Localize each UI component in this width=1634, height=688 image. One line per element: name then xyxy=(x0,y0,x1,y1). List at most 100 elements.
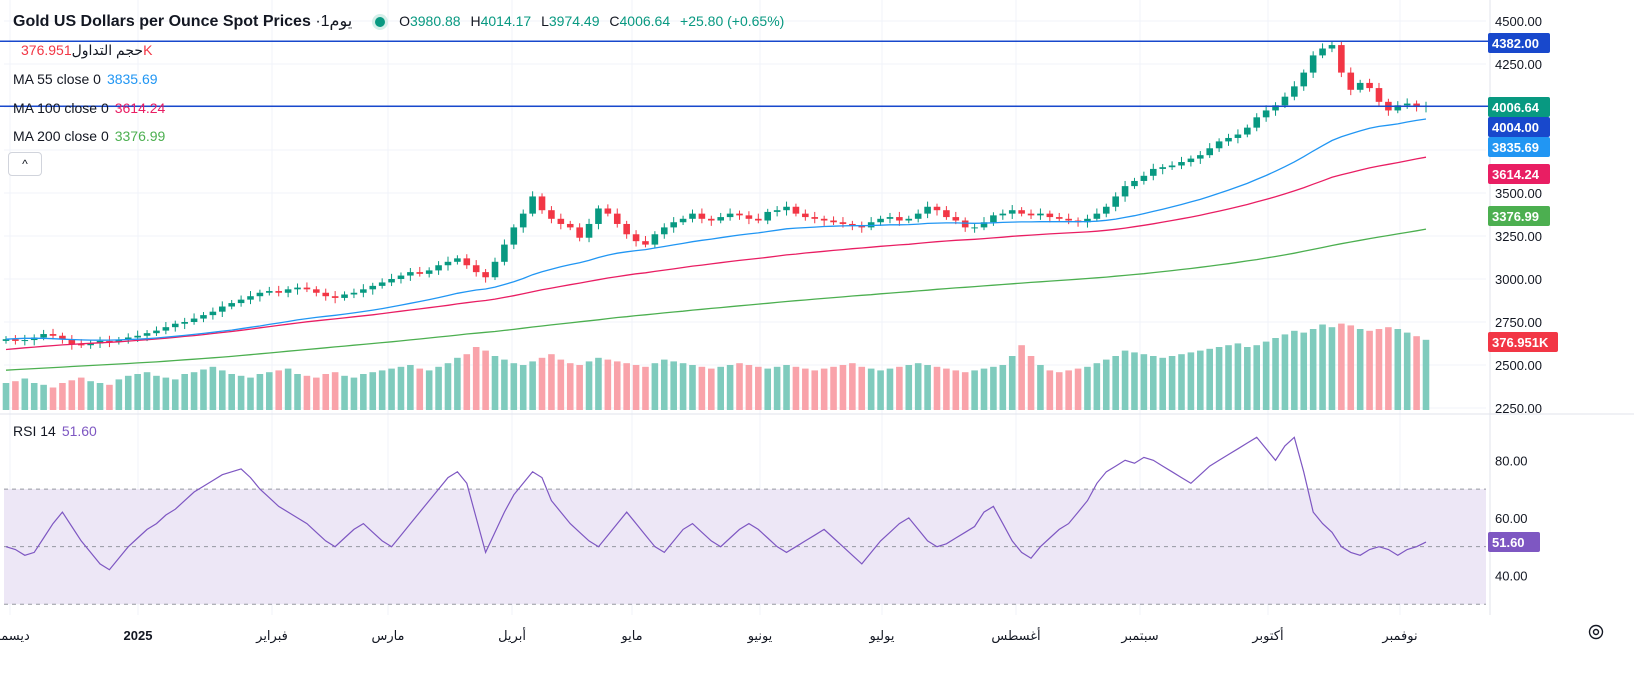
moving-averages xyxy=(5,118,1427,371)
candle-body xyxy=(1093,213,1101,219)
volume-bar xyxy=(425,370,433,410)
volume-bar xyxy=(200,369,207,410)
candle-body xyxy=(397,275,405,279)
ma100-legend[interactable]: MA 100 close 0 3614.24 xyxy=(13,100,165,116)
time-tick-label[interactable]: فبراير xyxy=(255,628,288,644)
rsi-value: 51.60 xyxy=(61,423,97,439)
change-value: +25.80 (+0.65%) xyxy=(680,13,785,29)
volume-bar xyxy=(1065,370,1072,410)
candle-body xyxy=(1253,117,1261,128)
collapse-legend-button[interactable]: ^ xyxy=(8,152,42,176)
candle-body xyxy=(416,272,424,274)
volume-bar xyxy=(331,372,339,410)
candle-body xyxy=(425,270,433,274)
time-tick-label[interactable]: نوفمبر xyxy=(1381,628,1417,644)
candle-body xyxy=(1291,86,1298,97)
volume-bar xyxy=(284,368,292,410)
candle-body xyxy=(1084,218,1091,223)
volume-bar xyxy=(454,357,461,410)
volume-bar xyxy=(548,354,555,410)
price-label-box xyxy=(1488,206,1550,226)
time-tick-label[interactable]: أكتوبر xyxy=(1251,627,1283,644)
candle-body xyxy=(388,279,395,283)
candle-body xyxy=(961,220,969,228)
time-tick-label[interactable]: يونيو xyxy=(747,628,773,644)
high-value: 4014.17 xyxy=(480,13,532,29)
volume-bar xyxy=(529,361,536,410)
ma55-legend[interactable]: MA 55 close 0 3835.69 xyxy=(13,71,158,87)
price-tick-label: 3250.00 xyxy=(1495,229,1542,244)
volume-bar xyxy=(171,379,179,410)
time-tick-label[interactable]: سبتمبر xyxy=(1120,628,1158,644)
candle-body xyxy=(802,213,809,218)
time-tick-label[interactable]: أبريل xyxy=(498,627,526,644)
volume-bar xyxy=(1197,350,1204,410)
candle-body xyxy=(1225,137,1232,142)
volume-legend[interactable]: حجم التداول376.951K xyxy=(13,42,152,59)
volume-bar xyxy=(623,363,630,410)
volume-bar xyxy=(1281,334,1289,410)
volume-bar xyxy=(341,375,348,410)
candle-body xyxy=(1300,72,1308,87)
rsi-tick-label: 80.00 xyxy=(1495,453,1528,468)
candle-body xyxy=(1375,88,1383,102)
candle-body xyxy=(1055,217,1063,219)
time-axis[interactable]: ديسمبر 2025 فبراير مارس أبريل مايو يونيو يوليو أ… xyxy=(0,627,1418,644)
candle-body xyxy=(115,340,123,342)
candle-body xyxy=(256,292,264,297)
candle-body xyxy=(134,335,141,338)
candle-body xyxy=(1065,218,1072,221)
rsi-legend[interactable]: RSI 14 51.60 xyxy=(13,423,97,439)
volume-value: 376.951K xyxy=(21,42,153,58)
candle-body xyxy=(943,210,950,218)
candle-body xyxy=(914,213,922,219)
candle-body xyxy=(378,282,386,286)
candle-body xyxy=(247,296,254,300)
chart-title: Gold US Dollars per Ounce Spot Prices ·1… xyxy=(13,11,790,31)
volume-bar xyxy=(830,366,837,410)
rsi-line xyxy=(5,436,1427,571)
time-tick-label[interactable]: مايو xyxy=(620,628,642,644)
candle-body xyxy=(1008,210,1016,214)
volume-bar xyxy=(1074,368,1082,410)
candle-body xyxy=(1168,165,1176,168)
candle-body xyxy=(68,339,76,345)
candle-body xyxy=(830,220,837,223)
candle-body xyxy=(1319,48,1326,56)
volume-bar xyxy=(472,347,480,410)
volume-bar xyxy=(745,365,753,410)
volume-bar xyxy=(228,374,235,410)
rsi-tick-label: 60.00 xyxy=(1495,511,1528,526)
price-label-box xyxy=(1488,137,1550,157)
volume-bar xyxy=(595,357,602,410)
time-tick-label[interactable]: يوليو xyxy=(869,628,895,644)
volume-bar xyxy=(1225,345,1232,410)
volume-bar xyxy=(49,387,57,410)
candle-body xyxy=(1037,213,1044,216)
settings-gear-icon[interactable] xyxy=(1588,624,1604,640)
horizontal-lines[interactable] xyxy=(0,40,1490,108)
time-tick-label[interactable]: ديسمبر xyxy=(0,628,30,644)
volume-bar xyxy=(1149,356,1157,410)
candle-body xyxy=(576,227,583,238)
time-tick-label[interactable]: 2025 xyxy=(124,628,153,643)
candle-body xyxy=(200,315,207,319)
volume-bar xyxy=(444,363,452,410)
price-label-text: 3376.99 xyxy=(1492,209,1539,224)
volume-bar xyxy=(1422,339,1430,410)
candle-body xyxy=(77,344,85,346)
rsi-label-box xyxy=(1488,532,1540,553)
candle-body xyxy=(764,211,772,221)
candle-body xyxy=(2,339,10,341)
volume-bar xyxy=(482,350,489,410)
time-tick-label[interactable]: أغسطس xyxy=(991,627,1040,644)
time-tick-label[interactable]: مارس xyxy=(371,628,404,644)
candle-body xyxy=(407,272,414,276)
volume-bar xyxy=(708,368,715,410)
volume-bar xyxy=(1084,366,1091,410)
volume-bar xyxy=(510,363,518,410)
volume-bar xyxy=(914,363,922,410)
volume-bar xyxy=(886,368,894,410)
ma200-legend[interactable]: MA 200 close 0 3376.99 xyxy=(13,128,165,144)
